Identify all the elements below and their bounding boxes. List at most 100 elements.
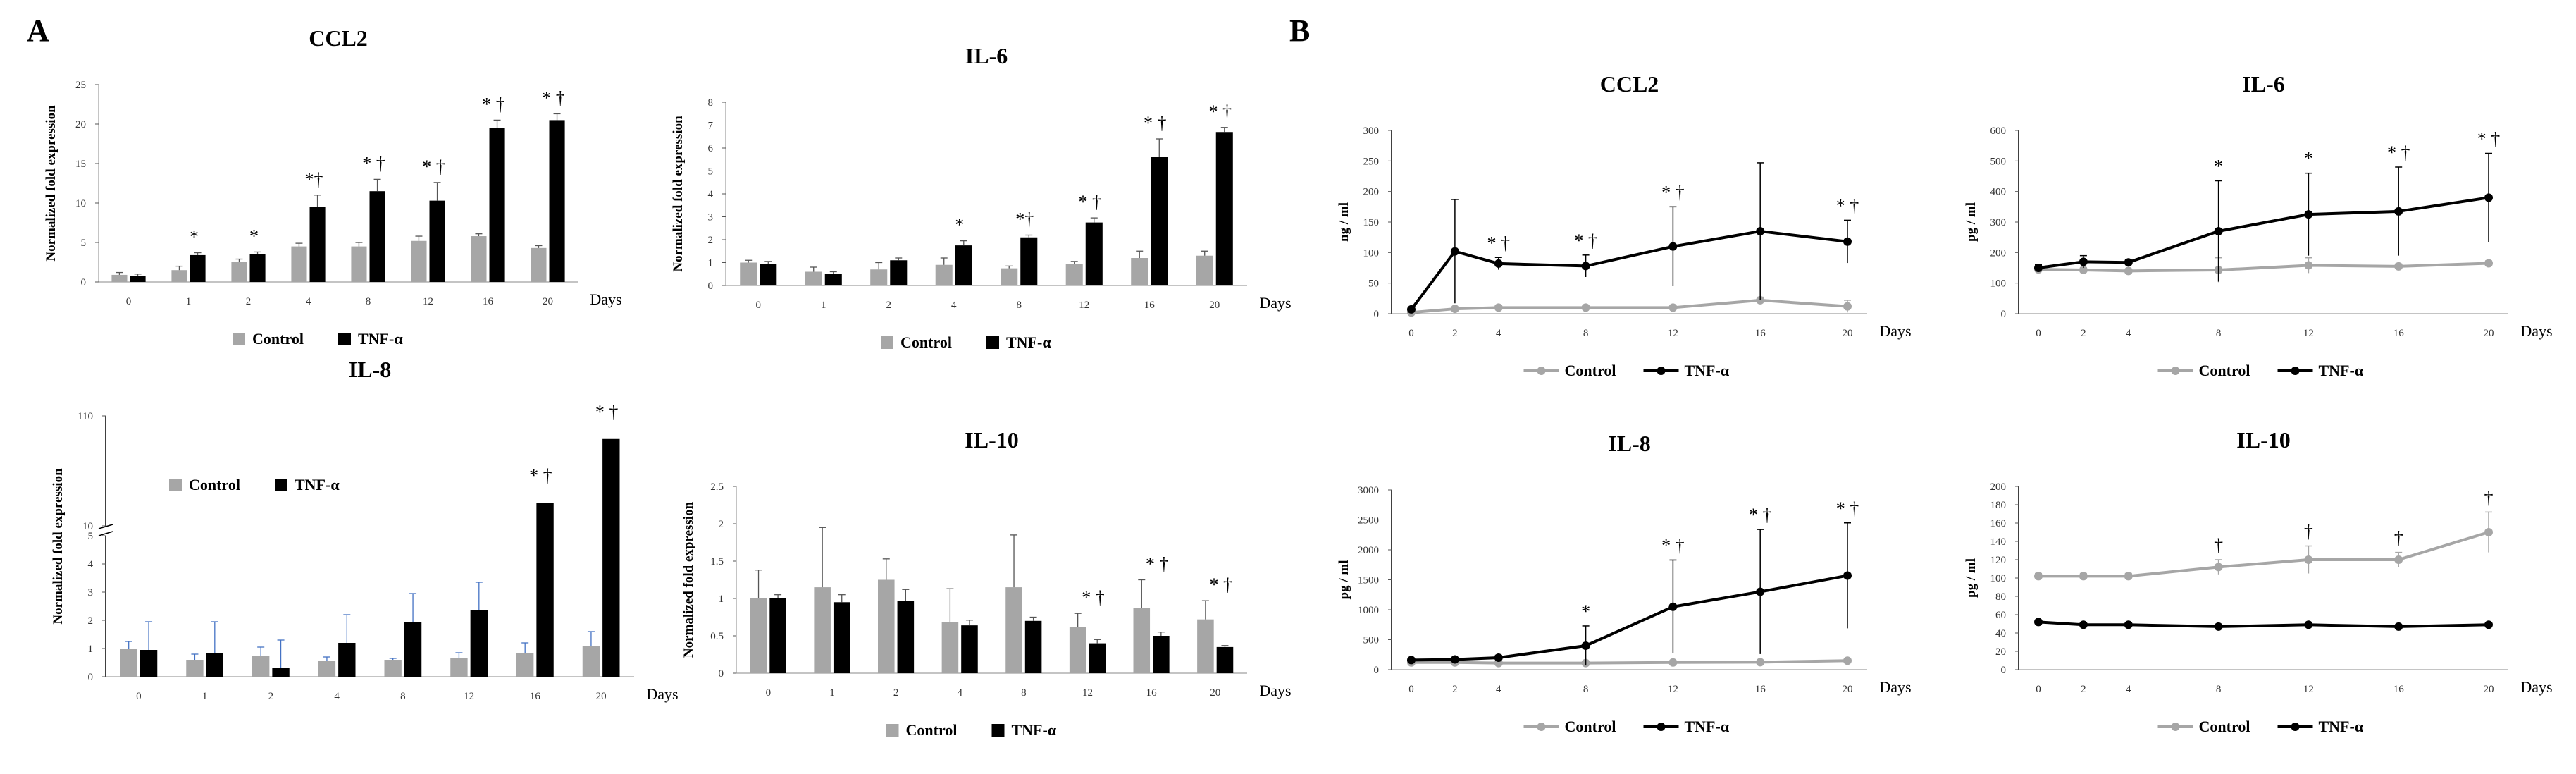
legend-label-tnf: TNF-α	[1012, 721, 1057, 739]
bar-tnf	[1020, 237, 1038, 285]
data-point-tnf	[2304, 210, 2313, 219]
y-tick-label: 60	[1995, 610, 2006, 621]
x-tick-label: 2	[2081, 684, 2086, 695]
bar-tnf	[769, 598, 786, 673]
legend-label-tnf: TNF-α	[2319, 718, 2364, 735]
x-tick-label: 1	[186, 296, 192, 307]
bar-tnf	[130, 276, 146, 282]
legend-swatch-control	[881, 336, 893, 349]
x-tick-label: 12	[2303, 328, 2314, 339]
data-point-control	[1450, 305, 1459, 314]
bar-control	[935, 264, 953, 285]
y-tick-label: 1.5	[710, 556, 724, 567]
y-tick-label: 40	[1995, 628, 2006, 639]
x-tick-label: 12	[464, 691, 474, 702]
data-point-tnf	[1450, 247, 1459, 256]
x-axis-days-label: Days	[1879, 678, 1911, 696]
data-point-tnf	[2124, 620, 2133, 629]
data-point-control	[1843, 302, 1852, 311]
x-tick-label: 16	[2394, 328, 2405, 339]
x-tick-label: 8	[1021, 687, 1027, 699]
x-tick-label: 20	[1209, 300, 1220, 311]
y-tick-label: 3	[708, 212, 714, 223]
y-tick-label: 4	[708, 189, 714, 200]
chart-title: CCL2	[1600, 71, 1659, 97]
x-tick-label: 16	[1755, 328, 1766, 339]
series-line-tnf	[2038, 620, 2489, 628]
bar-control	[1197, 619, 1214, 673]
bar-control	[941, 622, 959, 673]
legend-label-tnf: TNF-α	[295, 476, 340, 493]
series-line-control	[2038, 531, 2489, 578]
data-point-control	[1756, 658, 1765, 667]
x-tick-label: 12	[423, 296, 433, 307]
y-axis-label: Normalized fold expression	[51, 468, 66, 625]
significance-marker: *	[190, 227, 199, 247]
data-point-control	[1843, 656, 1852, 665]
data-point-tnf	[2034, 618, 2043, 627]
chart-title: IL-8	[1608, 431, 1650, 456]
bar-control	[471, 236, 487, 282]
y-axis-label: ng / ml	[1337, 202, 1351, 242]
data-point-tnf	[1581, 641, 1590, 650]
x-tick-label: 4	[957, 687, 962, 699]
chart-title: IL-10	[2236, 427, 2290, 453]
data-point-tnf	[1494, 653, 1503, 662]
bar-tnf	[824, 274, 842, 285]
y-tick-label: 4	[88, 559, 94, 570]
bar-tnf	[309, 207, 326, 282]
legend-label-control: Control	[2199, 362, 2250, 379]
x-tick-label: 12	[2303, 684, 2314, 695]
x-axis-days-label: Days	[2520, 322, 2552, 340]
legend-label-control: Control	[900, 333, 952, 351]
y-axis-label: pg / ml	[1964, 202, 1979, 242]
x-tick-label: 1	[829, 687, 835, 699]
data-point-tnf	[1450, 655, 1459, 664]
x-tick-label: 0	[126, 296, 132, 307]
x-tick-label: 8	[2216, 328, 2222, 339]
bar-control	[878, 579, 895, 673]
bar-tnf	[955, 245, 972, 285]
legend-label-control: Control	[906, 721, 958, 739]
x-tick-label: 16	[1146, 687, 1158, 699]
y-tick-label: 7	[708, 121, 714, 132]
legend-marker-control	[1537, 723, 1546, 731]
legend-label-control: Control	[1565, 718, 1616, 735]
legend-swatch-tnf	[338, 333, 351, 345]
significance-marker: * †	[1661, 182, 1685, 202]
y-tick-label: 2	[708, 235, 714, 246]
x-axis-days-label: Days	[1879, 322, 1911, 340]
data-point-control	[1668, 303, 1678, 312]
y-tick-label: 400	[1990, 187, 2007, 198]
bar-tnf	[1024, 620, 1042, 673]
y-tick-label: 200	[1363, 187, 1380, 198]
axis-break-mark	[98, 524, 113, 529]
x-tick-label: 0	[2036, 328, 2041, 339]
data-point-control	[2394, 555, 2403, 564]
data-point-tnf	[2124, 258, 2133, 267]
y-tick-label: 100	[1363, 247, 1380, 259]
x-tick-label: 20	[2484, 684, 2494, 695]
bar-tnf	[1215, 132, 1233, 285]
significance-marker: * †	[1144, 113, 1167, 133]
bar-tnf	[338, 643, 356, 677]
legend-marker-tnf	[2291, 723, 2300, 731]
y-tick-label: 80	[1995, 591, 2006, 603]
data-point-control	[2304, 261, 2313, 270]
legend-swatch-control	[886, 724, 899, 737]
chart-title: IL-10	[965, 427, 1018, 453]
chart-b_ccl2: CCL2 ng / ml 0 50 100 150 200 250 300 0 2 4 8 12 16 20 *…	[1337, 71, 1912, 379]
legend-swatch-tnf	[275, 479, 287, 491]
x-tick-label: 4	[1496, 684, 1501, 695]
x-tick-label: 8	[400, 691, 406, 702]
x-tick-label: 0	[766, 687, 772, 699]
data-point-control	[2124, 266, 2133, 276]
x-tick-label: 20	[596, 691, 607, 702]
data-point-control	[2124, 572, 2133, 581]
y-tick-label: 3000	[1358, 485, 1379, 496]
bar-tnf	[549, 120, 565, 282]
x-tick-label: 2	[246, 296, 252, 307]
data-point-tnf	[1494, 259, 1503, 268]
